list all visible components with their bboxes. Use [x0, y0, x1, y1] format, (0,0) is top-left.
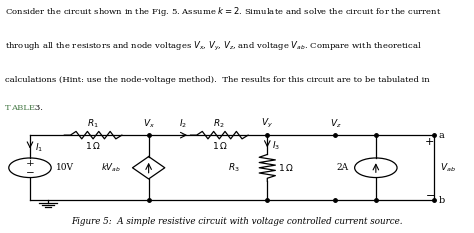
Text: $-$: $-$	[425, 189, 435, 199]
Text: $1\,\Omega$: $1\,\Omega$	[85, 140, 101, 151]
Text: $V_x$: $V_x$	[143, 117, 155, 130]
Text: Consider the circuit shown in the Fig. 5. Assume $k = 2$. Simulate and solve the: Consider the circuit shown in the Fig. 5…	[5, 5, 441, 18]
Text: a: a	[439, 131, 445, 140]
Text: $R_3$: $R_3$	[228, 161, 239, 174]
Text: b: b	[439, 196, 445, 205]
Text: $I_1$: $I_1$	[35, 141, 43, 154]
Text: $V_{ab}$: $V_{ab}$	[440, 161, 456, 174]
Text: ABLE: ABLE	[11, 104, 35, 112]
Text: $1\,\Omega$: $1\,\Omega$	[278, 162, 294, 173]
Text: $R_1$: $R_1$	[87, 117, 99, 130]
Text: +: +	[425, 137, 435, 147]
Text: 2A: 2A	[336, 163, 348, 172]
Text: $V_y$: $V_y$	[261, 117, 273, 130]
Text: $1\,\Omega$: $1\,\Omega$	[211, 140, 227, 151]
Text: $R_2$: $R_2$	[213, 117, 225, 130]
Text: $I_2$: $I_2$	[179, 117, 187, 130]
Text: calculations (Hint: use the node-voltage method).  The results for this circuit : calculations (Hint: use the node-voltage…	[5, 76, 429, 84]
Text: $I_3$: $I_3$	[273, 140, 281, 152]
Text: $-$: $-$	[25, 168, 35, 176]
Text: through all the resistors and node voltages $V_x$, $V_y$, $V_z$, and voltage $V_: through all the resistors and node volta…	[5, 40, 421, 54]
Text: T: T	[5, 104, 10, 112]
Text: $V_z$: $V_z$	[329, 117, 341, 130]
Text: 3.: 3.	[32, 104, 43, 112]
Text: 10V: 10V	[56, 163, 74, 172]
Text: $kV_{ab}$: $kV_{ab}$	[101, 161, 121, 174]
Text: +: +	[26, 159, 34, 168]
Text: Figure 5:  A simple resistive circuit with voltage controlled current source.: Figure 5: A simple resistive circuit wit…	[71, 217, 403, 226]
